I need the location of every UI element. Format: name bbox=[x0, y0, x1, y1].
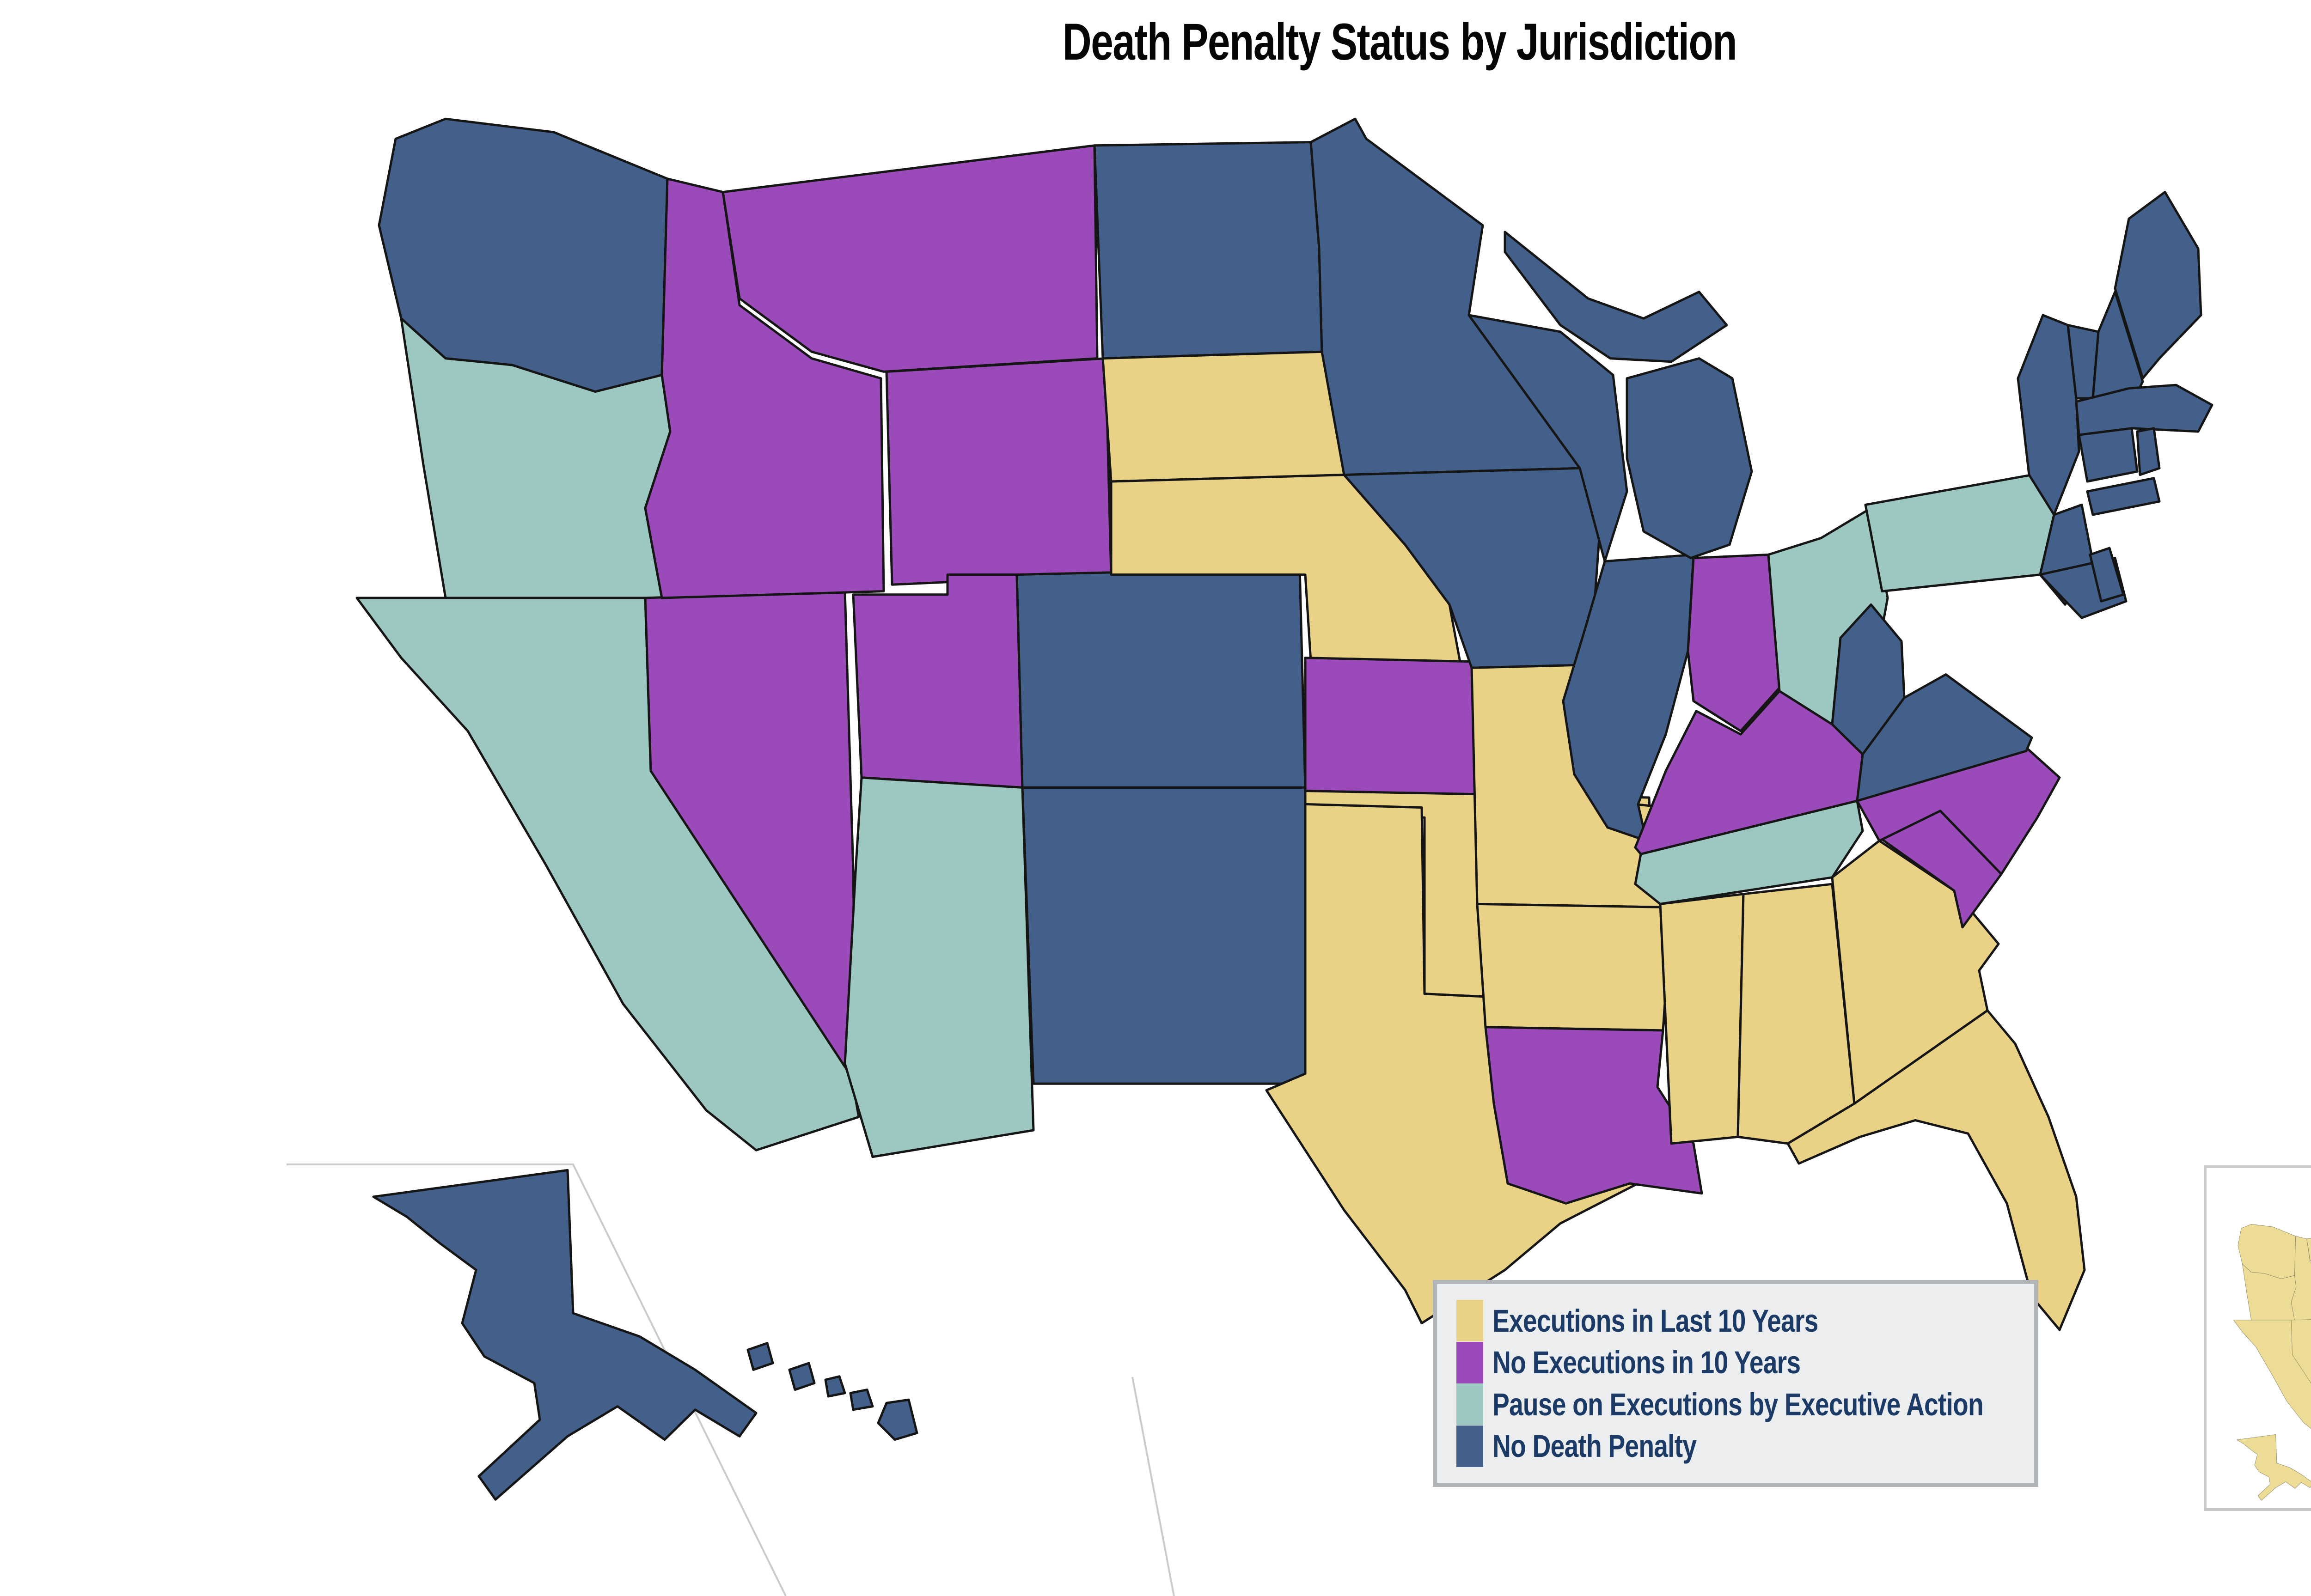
legend-label-pause_executive: Pause on Executions by Executive Action bbox=[1492, 1386, 1984, 1422]
legend-item-executions_last_10: Executions in Last 10 Years bbox=[1456, 1300, 2025, 1341]
state-MS bbox=[1659, 893, 1745, 1145]
legend-label-executions_last_10: Executions in Last 10 Years bbox=[1492, 1303, 1818, 1339]
state-HI bbox=[746, 1342, 774, 1371]
state-IN bbox=[1687, 553, 1781, 732]
state-NM bbox=[1021, 786, 1307, 1085]
state-RI bbox=[2136, 427, 2161, 476]
state-CO bbox=[1015, 567, 1307, 789]
hawaii-inset-divider bbox=[1131, 1377, 1175, 1596]
state-CT bbox=[2078, 427, 2139, 483]
legend-box: Executions in Last 10 Years No Executions… bbox=[1433, 1280, 2038, 1487]
legend-swatch-pause_executive bbox=[1456, 1383, 1483, 1425]
state-WV bbox=[1831, 603, 1906, 755]
alaska-inset-divider bbox=[287, 1163, 787, 1596]
state-DE bbox=[2089, 547, 2125, 603]
legend-item-no_executions_10: No Executions in 10 Years bbox=[1456, 1341, 2025, 1383]
state-HI-part1 bbox=[788, 1362, 816, 1391]
legend-swatch-executions_last_10 bbox=[1456, 1300, 1483, 1341]
state-AZ bbox=[844, 776, 1035, 1158]
state-UT bbox=[852, 573, 1024, 789]
state-NC bbox=[1856, 746, 2061, 876]
state-LA bbox=[1484, 1026, 1703, 1205]
state-PA bbox=[1864, 474, 2055, 593]
state-HI-part2 bbox=[824, 1375, 846, 1398]
legend-swatch-no_death_penalty bbox=[1456, 1425, 1483, 1467]
state-SD bbox=[1101, 350, 1345, 483]
state-FL bbox=[1786, 1009, 2086, 1331]
page-title: Death Penalty Status by Jurisdiction bbox=[0, 12, 2311, 72]
legend-item-no_death_penalty: No Death Penalty bbox=[1456, 1425, 2025, 1467]
federal-mini-map bbox=[2233, 1224, 2311, 1501]
states-layer bbox=[355, 117, 2213, 1501]
inset-dividers bbox=[287, 1163, 1175, 1596]
legend-swatch-no_executions_10 bbox=[1456, 1341, 1483, 1383]
state-MT bbox=[2306, 1238, 2311, 1261]
state-AK bbox=[372, 1169, 758, 1501]
legend-label-no_death_penalty: No Death Penalty bbox=[1492, 1428, 1697, 1464]
state-ME bbox=[2114, 191, 2202, 380]
page-title-text: Death Penalty Status by Jurisdiction bbox=[1062, 13, 1737, 71]
state-AR bbox=[1476, 902, 1673, 1032]
state-NV bbox=[2291, 1319, 2311, 1383]
state-WY bbox=[885, 357, 1113, 586]
state-HI-part3 bbox=[849, 1389, 874, 1411]
state-MI bbox=[1504, 231, 1728, 363]
state-NY-part1 bbox=[2086, 477, 2161, 516]
legend-label-no_executions_10: No Executions in 10 Years bbox=[1492, 1345, 1801, 1381]
state-ND bbox=[1093, 141, 1323, 360]
state-MI-part1 bbox=[1626, 357, 1753, 560]
state-AK bbox=[2237, 1434, 2311, 1501]
state-WI bbox=[1467, 314, 1628, 563]
state-HI-part4 bbox=[877, 1398, 918, 1441]
legend-item-pause_executive: Pause on Executions by Executive Action bbox=[1456, 1383, 2025, 1425]
